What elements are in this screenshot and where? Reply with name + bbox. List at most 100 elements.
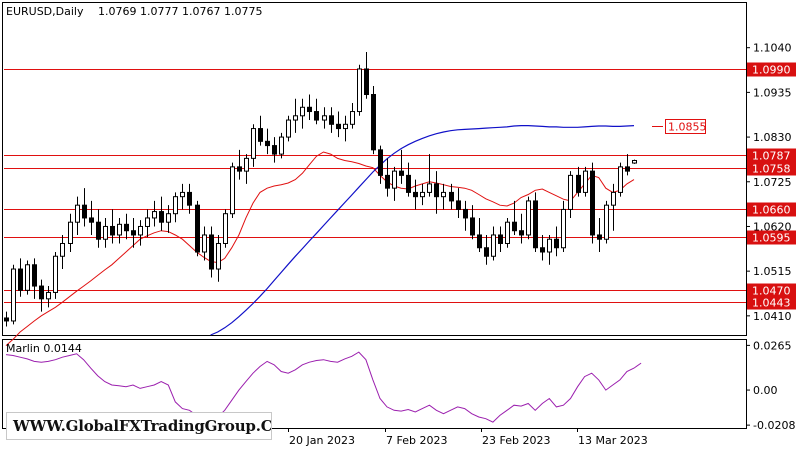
candle	[32, 258, 37, 299]
candle-body-bear	[456, 200, 461, 210]
candle-body-bull	[286, 119, 291, 138]
candle-body-bear	[449, 191, 454, 202]
candle-body-bull	[583, 170, 588, 193]
candle	[293, 98, 298, 133]
candle-body-bull	[166, 213, 171, 223]
candle-body-bear	[625, 166, 630, 172]
candle-body-bull	[11, 268, 16, 322]
candle	[230, 162, 235, 218]
candle-body-bear	[18, 268, 23, 291]
candle-body-bear	[159, 211, 164, 223]
candle	[11, 264, 16, 325]
candle	[632, 159, 637, 164]
candle-body-bull	[343, 123, 348, 130]
candle	[343, 115, 348, 142]
candle	[96, 209, 101, 248]
candle-body-bull	[75, 204, 80, 223]
candle-body-bear	[498, 234, 503, 244]
candle-body-bear	[110, 225, 115, 236]
candle-body-bull	[322, 115, 327, 121]
candle	[46, 286, 51, 308]
level-value-1.0787: 1.0787	[752, 150, 791, 163]
candle-body-bear	[258, 128, 263, 142]
candle	[568, 171, 573, 218]
candle-body-bear	[590, 170, 595, 236]
candle	[526, 196, 531, 240]
candle	[554, 226, 559, 257]
candle	[434, 171, 439, 214]
candle-body-bull	[505, 221, 510, 244]
candle-body-bull	[180, 191, 185, 198]
level-badge-1.0660	[747, 202, 796, 217]
candle	[25, 260, 30, 295]
candle	[611, 183, 616, 231]
candle	[314, 98, 319, 125]
candle-body-bull	[103, 225, 108, 240]
candle	[498, 226, 503, 252]
candle	[583, 166, 588, 197]
candle	[618, 162, 623, 197]
candle	[463, 200, 468, 231]
candle	[216, 234, 221, 282]
candle	[18, 258, 23, 297]
candle	[209, 226, 214, 278]
candle-body-bear	[329, 115, 334, 125]
candle-body-bear	[470, 217, 475, 236]
candle-body-bear	[131, 230, 136, 236]
candle	[166, 205, 171, 233]
price-tick-label: 1.0620	[753, 220, 792, 233]
candle	[4, 311, 9, 327]
candle-body-bear	[336, 123, 341, 130]
candle-body-bull	[117, 223, 122, 236]
candle-body-bull	[491, 234, 496, 257]
candle	[258, 115, 263, 146]
candle	[322, 107, 327, 129]
candle-body-bull	[216, 242, 221, 270]
candle-body-bear	[4, 317, 9, 322]
level-badge-1.0595	[747, 230, 796, 245]
candle-body-bull	[60, 242, 65, 257]
candle-body-bull	[223, 213, 228, 244]
candle	[173, 192, 178, 223]
candle	[39, 279, 44, 312]
time-tick-label: 23 Feb 2023	[482, 434, 550, 447]
candle-body-bull	[357, 68, 362, 113]
candle-body-bear	[124, 223, 129, 232]
candle	[406, 162, 411, 197]
candle-body-bull	[427, 183, 432, 193]
candle	[131, 217, 136, 248]
level-badge-1.0758	[747, 161, 796, 176]
candle-body-bear	[406, 174, 411, 193]
candle	[117, 217, 122, 244]
candle-body-bull	[145, 217, 150, 227]
candle	[491, 226, 496, 261]
candle-body-bull	[279, 136, 284, 155]
candle-body-bull	[350, 111, 355, 125]
candle-body-bull	[604, 204, 609, 240]
price-tick-label: 1.1040	[753, 42, 792, 55]
candle	[187, 183, 192, 214]
candle	[223, 209, 228, 248]
candle-body-bull	[526, 200, 531, 236]
level-value-1.0990: 1.0990	[752, 64, 791, 77]
candle-body-bear	[540, 247, 545, 253]
level-value-1.0443: 1.0443	[752, 297, 791, 310]
marlin-tick-label: 0.00	[753, 384, 778, 397]
candle	[413, 179, 418, 210]
level-badge-1.0990	[747, 62, 796, 77]
candle-body-bull	[568, 174, 573, 210]
indicator-pane-frame	[2, 339, 747, 429]
candle-body-bull	[420, 191, 425, 198]
level-value-1.0660: 1.0660	[752, 204, 791, 217]
candle	[279, 132, 284, 159]
level-value-1.0595: 1.0595	[752, 232, 791, 245]
candle	[159, 196, 164, 231]
time-tick-label: 20 Jan 2023	[289, 434, 355, 447]
candle-body-bear	[272, 145, 277, 155]
candle	[138, 220, 143, 246]
price-tick-label: 1.0410	[753, 310, 792, 323]
candle-body-bear	[378, 149, 383, 176]
candle	[307, 94, 312, 121]
candle-body-bear	[89, 217, 94, 223]
candle-body-bull	[25, 264, 30, 291]
